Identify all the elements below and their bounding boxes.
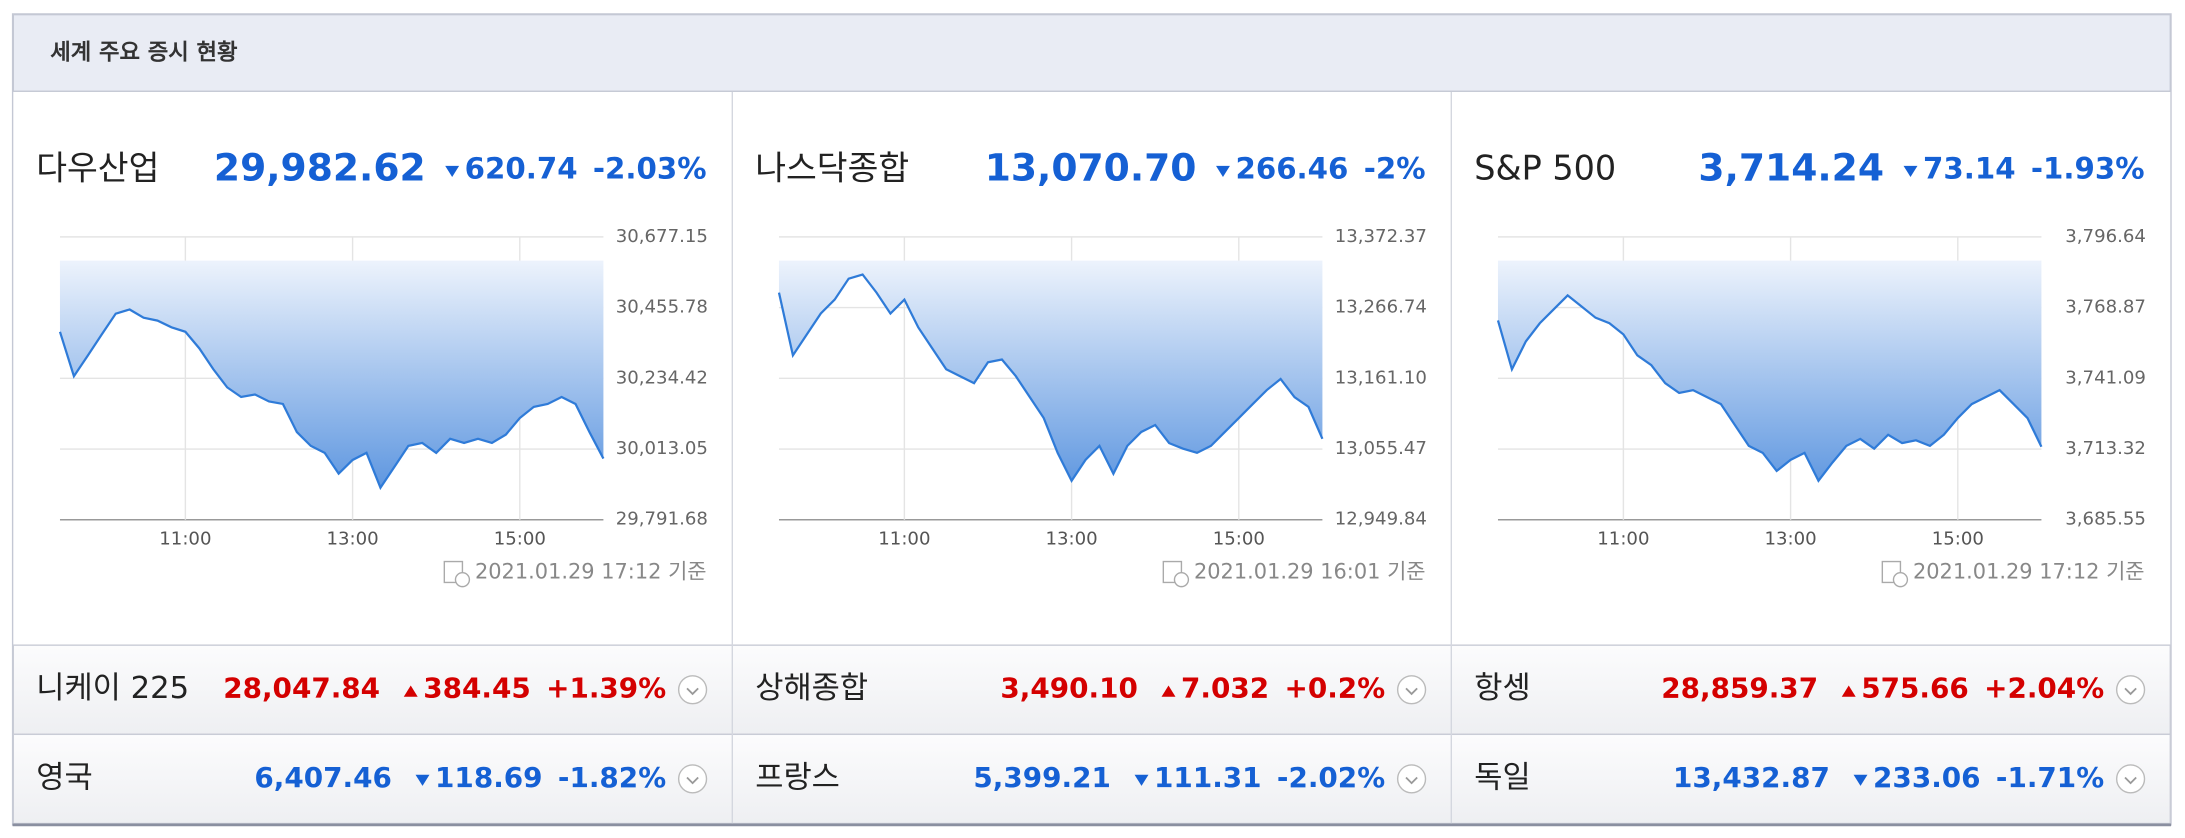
y-tick-label: 3,713.32 [2065, 438, 2146, 459]
area-fill [59, 260, 604, 488]
expand-button [1396, 675, 1427, 705]
change-amount: 118.69 [435, 761, 543, 794]
timestamp: 2021.01.29 17:12 기준 [1913, 560, 2145, 584]
change-amount: 384.45 [423, 672, 531, 705]
change-amount: 111.31 [1154, 761, 1262, 794]
expand-chevron [2124, 687, 2137, 696]
index-name: 나스닥종합 [755, 148, 909, 187]
clock-icon [1173, 571, 1190, 588]
y-tick-label: 3,796.64 [2065, 226, 2146, 247]
y-tick-label: 3,768.87 [2065, 297, 2146, 318]
expand-chevron [1405, 687, 1418, 696]
x-tick-label: 15:00 [494, 528, 546, 549]
x-tick-label: 13:00 [1764, 528, 1816, 549]
y-tick-label: 3,685.55 [2065, 509, 2146, 530]
expand-chevron [686, 776, 699, 785]
x-tick-label: 11:00 [878, 528, 930, 549]
index-value: 3,490.10 [1000, 672, 1137, 705]
change-percent: -1.93% [2031, 151, 2145, 185]
price-line [58, 308, 605, 491]
change-percent: -1.71% [1996, 761, 2104, 794]
change-percent: -2.03% [593, 151, 707, 185]
index-value: 29,982.62 [214, 145, 426, 189]
index-name: 프랑스 [755, 760, 840, 795]
y-tick-label: 29,791.68 [616, 509, 708, 530]
change-percent: -2.02% [1277, 761, 1385, 794]
direction-arrow [1841, 685, 1856, 697]
change-percent: +1.39% [546, 672, 666, 705]
price-line [1496, 293, 2043, 483]
row-bg [12, 644, 2172, 736]
change-amount: 233.06 [1873, 761, 1981, 794]
x-tick-label: 11:00 [159, 528, 211, 549]
y-tick-label: 30,013.05 [616, 438, 708, 459]
change-percent: +2.04% [1984, 672, 2104, 705]
expand-button [2115, 675, 2146, 705]
y-tick-label: 13,161.10 [1335, 367, 1427, 388]
change-percent: -2% [1364, 151, 1426, 185]
change-amount: 575.66 [1861, 672, 1969, 705]
index-value: 28,047.84 [223, 672, 380, 705]
x-tick-label: 15:00 [1932, 528, 1984, 549]
timestamp: 2021.01.29 16:01 기준 [1194, 560, 1426, 584]
expand-chevron [1405, 776, 1418, 785]
index-value: 13,070.70 [985, 145, 1197, 189]
header-title: 세계 주요 증시 현황 [50, 39, 238, 65]
x-tick-label: 11:00 [1597, 528, 1649, 549]
index-value: 5,399.21 [973, 761, 1110, 794]
index-name: 다우산업 [36, 148, 159, 187]
direction-arrow [1216, 165, 1230, 177]
direction-arrow [1853, 774, 1868, 786]
change-amount: 620.74 [465, 151, 578, 185]
y-tick-label: 30,455.78 [616, 297, 708, 318]
index-value: 13,432.87 [1673, 761, 1830, 794]
expand-button [1396, 764, 1427, 794]
x-tick-label: 13:00 [1045, 528, 1097, 549]
index-name: 항셍 [1474, 671, 1530, 706]
expand-chevron [686, 687, 699, 696]
x-tick-label: 13:00 [326, 528, 378, 549]
change-amount: 7.032 [1181, 672, 1269, 705]
y-tick-label: 13,055.47 [1335, 438, 1427, 459]
index-name: 상해종합 [755, 671, 868, 706]
change-amount: 73.14 [1923, 151, 2016, 185]
change-percent: +0.2% [1285, 672, 1386, 705]
direction-arrow [1134, 774, 1149, 786]
clock-icon [454, 571, 471, 588]
y-tick-label: 3,741.09 [2065, 367, 2146, 388]
direction-arrow [415, 774, 430, 786]
direction-arrow [403, 685, 418, 697]
index-name: 독일 [1474, 760, 1530, 795]
index-value: 6,407.46 [254, 761, 391, 794]
y-tick-label: 30,677.15 [616, 226, 708, 247]
change-percent: -1.82% [558, 761, 666, 794]
expand-button [677, 675, 708, 705]
header-bar [12, 13, 2172, 92]
y-tick-label: 13,372.37 [1335, 226, 1427, 247]
index-value: 28,859.37 [1661, 672, 1818, 705]
row-bg [12, 733, 2172, 825]
direction-arrow [1903, 165, 1918, 177]
area-fill [1497, 260, 2042, 481]
clock-icon [1892, 571, 1909, 588]
index-value: 3,714.24 [1698, 145, 1884, 189]
y-tick-label: 30,234.42 [616, 367, 708, 388]
expand-button [677, 764, 708, 794]
index-name: 니케이 225 [36, 671, 189, 706]
index-name: S&P 500 [1474, 148, 1616, 187]
change-amount: 266.46 [1236, 151, 1349, 185]
index-name: 영국 [36, 760, 92, 795]
expand-chevron [2124, 776, 2137, 785]
direction-arrow [1161, 685, 1176, 697]
price-line [777, 273, 1324, 483]
expand-button [2115, 764, 2146, 794]
timestamp: 2021.01.29 17:12 기준 [475, 560, 707, 584]
area-fill [778, 260, 1323, 481]
y-tick-label: 12,949.84 [1335, 509, 1427, 530]
y-tick-label: 13,266.74 [1335, 297, 1427, 318]
direction-arrow [445, 165, 460, 177]
x-tick-label: 15:00 [1213, 528, 1265, 549]
